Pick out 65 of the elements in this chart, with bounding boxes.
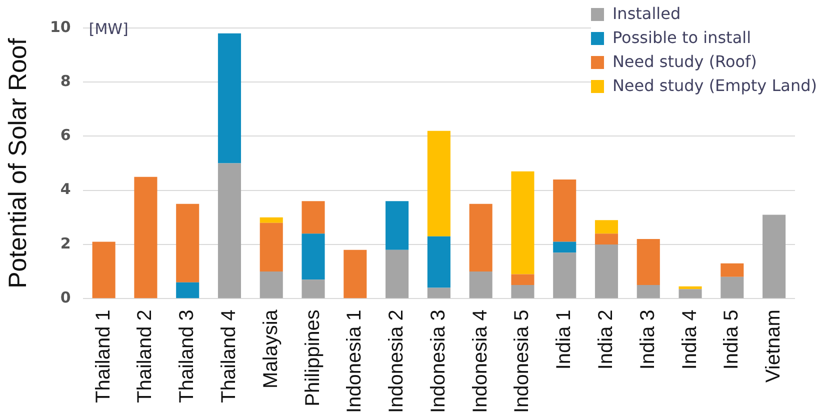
- y-axis-title: Potential of Solar Roof: [4, 38, 32, 288]
- x-tick-label: Philippines: [302, 310, 324, 406]
- bar: [594, 220, 618, 234]
- x-tick-label: Indonesia 4: [469, 310, 492, 414]
- bar: [260, 272, 283, 298]
- bar: [469, 272, 492, 298]
- bar: [386, 201, 409, 250]
- x-tick-label: India 5: [720, 310, 743, 370]
- y-tick-label: 6: [60, 126, 71, 144]
- x-tick-label: Thailand 2: [134, 310, 156, 403]
- bar: [176, 204, 200, 282]
- x-tick-label: Indonesia 2: [386, 310, 408, 414]
- legend-label: Need study (Roof): [612, 51, 757, 73]
- y-tick-label: 10: [50, 18, 71, 36]
- x-tick-label: Thailand 3: [176, 310, 198, 403]
- y-tick-label: 8: [60, 72, 71, 90]
- bar: [260, 222, 283, 272]
- x-tick-label: Indonesia 5: [511, 310, 534, 414]
- bar: [218, 163, 242, 298]
- legend-label: Possible to install: [612, 27, 752, 49]
- bar: [594, 244, 618, 298]
- bar: [553, 180, 576, 242]
- bar: [511, 285, 534, 298]
- bar: [176, 282, 200, 298]
- bar: [260, 217, 283, 223]
- bar: [636, 239, 660, 286]
- legend-label: Need study (Empty Land): [612, 75, 817, 97]
- bar: [553, 242, 576, 253]
- bar: [678, 286, 702, 290]
- bar: [386, 250, 409, 298]
- bar: [469, 204, 492, 272]
- bar: [511, 171, 534, 274]
- bar: [427, 288, 450, 298]
- bar: [720, 263, 744, 277]
- bar: [678, 289, 702, 298]
- y-tick-label: 4: [60, 180, 71, 198]
- bar: [92, 242, 116, 298]
- x-tick-label: India 1: [553, 310, 576, 370]
- bar: [427, 236, 450, 288]
- x-tick-label: India 4: [678, 310, 701, 370]
- x-tick-label: India 3: [636, 310, 659, 370]
- legend-label: Installed: [612, 3, 681, 25]
- bar: [218, 33, 242, 164]
- x-tick-label: Thailand 1: [92, 310, 114, 403]
- bar: [636, 285, 660, 298]
- x-tick-label: Thailand 4: [218, 310, 240, 403]
- bar: [511, 274, 534, 286]
- bar: [302, 234, 325, 280]
- x-tick-label: India 2: [595, 310, 618, 370]
- y-tick-label: 0: [60, 288, 71, 306]
- x-tick-label: Malaysia: [260, 308, 282, 389]
- bar: [762, 214, 786, 298]
- x-tick-label: Indonesia 1: [344, 310, 366, 414]
- bar: [302, 280, 325, 298]
- bar: [344, 250, 367, 298]
- y-tick-label: 2: [60, 234, 71, 252]
- annotation: [MW]: [88, 20, 128, 38]
- bar: [720, 276, 744, 298]
- x-tick-label: Indonesia 3: [427, 310, 450, 414]
- bar: [427, 130, 450, 236]
- bar: [553, 252, 576, 298]
- bar: [302, 201, 325, 234]
- bar: [594, 234, 618, 244]
- bar: [134, 176, 158, 298]
- x-tick-label: Vietnam: [762, 310, 785, 383]
